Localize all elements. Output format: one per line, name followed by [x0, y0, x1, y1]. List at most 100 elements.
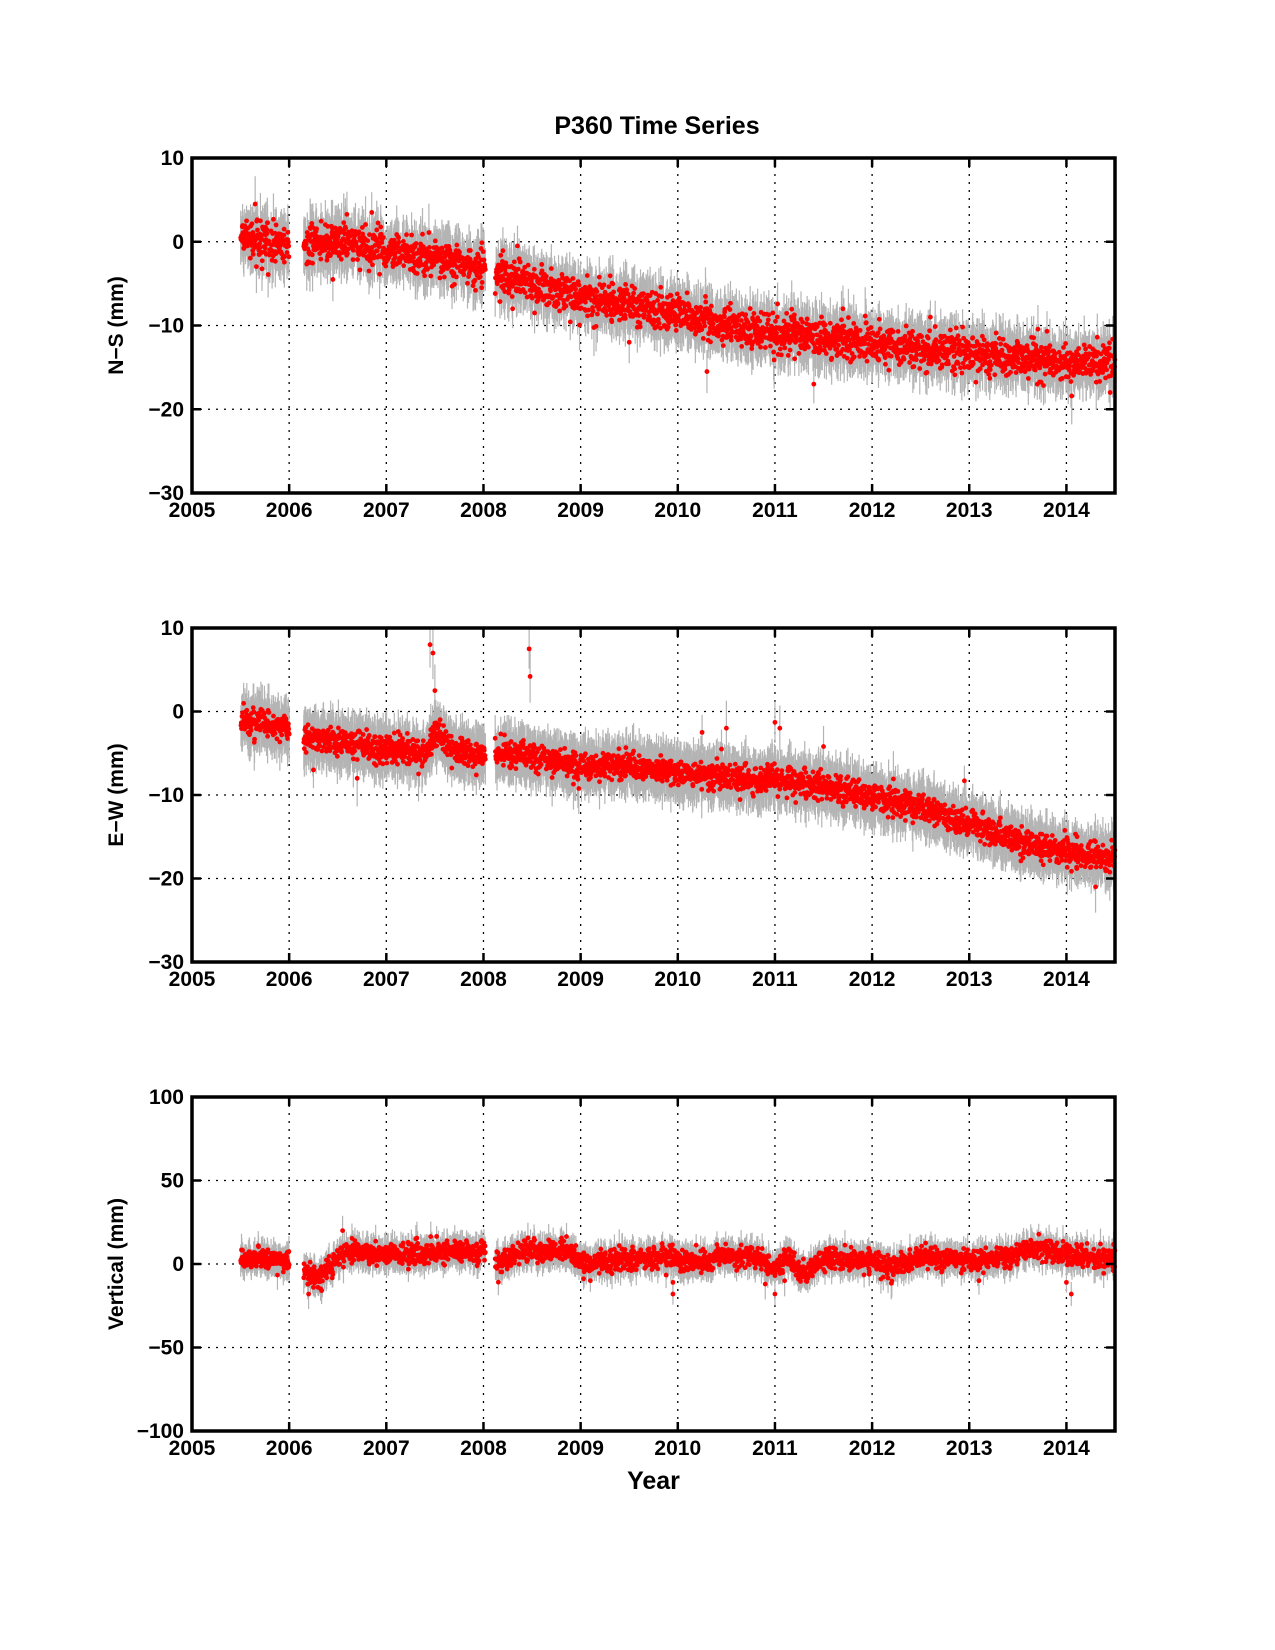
data-point	[591, 309, 596, 314]
data-point	[757, 319, 762, 324]
data-point	[658, 285, 663, 290]
data-point	[577, 323, 582, 328]
data-point	[354, 240, 359, 245]
data-point	[420, 232, 425, 237]
data-point	[594, 289, 599, 294]
data-point	[309, 221, 314, 226]
data-point	[370, 262, 375, 267]
data-point	[482, 257, 487, 262]
data-point	[457, 250, 462, 255]
data-point	[685, 290, 690, 295]
data-point	[286, 244, 291, 249]
data-point	[766, 317, 771, 322]
data-point	[907, 360, 912, 365]
data-point	[609, 319, 614, 324]
data-point	[641, 291, 646, 296]
data-point	[606, 284, 611, 289]
data-point	[585, 273, 590, 278]
data-point	[255, 228, 260, 233]
data-point	[836, 343, 841, 348]
data-point	[806, 345, 811, 350]
data-point	[876, 358, 881, 363]
data-point	[797, 351, 802, 356]
data-point	[752, 311, 757, 316]
data-point	[729, 338, 734, 343]
data-point	[479, 240, 484, 245]
data-point	[904, 324, 909, 329]
data-point	[597, 275, 602, 280]
data-point	[539, 262, 544, 267]
data-point	[573, 287, 578, 292]
data-point	[782, 345, 787, 350]
data-point	[518, 260, 523, 265]
data-point	[318, 257, 323, 262]
data-point	[786, 353, 791, 358]
data-point	[675, 291, 680, 296]
data-point	[401, 263, 406, 268]
data-point	[819, 315, 824, 320]
data-point	[875, 344, 880, 349]
data-point	[465, 281, 470, 286]
data-point	[845, 356, 850, 361]
data-point	[903, 334, 908, 339]
data-point	[345, 251, 350, 256]
data-point	[878, 327, 883, 332]
data-point	[378, 225, 383, 230]
data-point	[351, 257, 356, 262]
data-point	[846, 315, 851, 320]
data-point	[828, 321, 833, 326]
data-point	[286, 240, 291, 245]
panel-1: 2005 2006 2007 2008 2009 2010 2011 2012 2013 2014…	[105, 147, 1117, 522]
data-point	[285, 230, 290, 235]
data-point	[339, 257, 344, 262]
data-point	[383, 264, 388, 269]
data-point	[273, 259, 278, 264]
data-point	[351, 248, 356, 253]
data-point	[642, 313, 647, 318]
data-point	[532, 267, 537, 272]
data-point	[571, 276, 576, 281]
data-point	[319, 219, 324, 224]
data-point	[623, 316, 628, 321]
data-point	[721, 343, 726, 348]
data-point	[703, 294, 708, 299]
data-point	[260, 266, 265, 271]
data-point	[428, 274, 433, 279]
data-point	[501, 248, 506, 253]
data-point	[728, 307, 733, 312]
data-point	[367, 269, 372, 274]
data-point	[516, 267, 521, 272]
data-point	[365, 238, 370, 243]
data-point	[594, 324, 599, 329]
data-point	[829, 356, 834, 361]
data-point	[544, 274, 549, 279]
figure-title: P360 Time Series	[554, 112, 759, 140]
data-point	[883, 362, 888, 367]
data-point	[585, 313, 590, 318]
data-point	[896, 329, 901, 334]
data-point	[749, 334, 754, 339]
data-point	[452, 282, 457, 287]
data-point	[310, 261, 315, 266]
data-point	[739, 344, 744, 349]
data-point	[433, 239, 438, 244]
data-point	[770, 311, 775, 316]
data-point	[481, 249, 486, 254]
data-point	[624, 287, 629, 292]
data-point	[852, 354, 857, 359]
data-point	[586, 308, 591, 313]
data-point	[577, 283, 582, 288]
data-point	[461, 272, 466, 277]
data-point	[891, 329, 896, 334]
data-point	[409, 233, 414, 238]
data-point	[779, 352, 784, 357]
data-point	[784, 311, 789, 316]
data-point	[274, 223, 279, 228]
data-point	[583, 300, 588, 305]
data-point	[602, 282, 607, 287]
data-point	[564, 304, 569, 309]
data-point	[886, 368, 891, 373]
data-point	[771, 350, 776, 355]
data-point	[547, 300, 552, 305]
